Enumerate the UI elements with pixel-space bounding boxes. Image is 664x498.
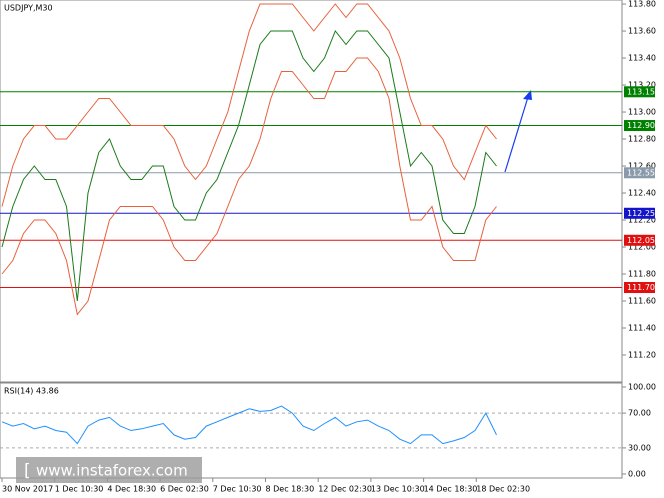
x-tick-label: 8 Dec 18:30 <box>266 485 315 494</box>
y-tick-label: 112.40 <box>628 189 656 198</box>
x-tick-label: 30 Nov 2017 <box>2 485 53 494</box>
watermark: [ www.instaforex.com <box>16 457 202 483</box>
watermark-text: www.instaforex.com <box>36 462 188 480</box>
main-panel <box>0 0 623 383</box>
level-label-bg <box>624 167 655 179</box>
y-tick-label: 112.00 <box>628 243 656 252</box>
level-label: 112.90 <box>627 121 655 130</box>
rsi-title: RSI(14) 43.86 <box>4 387 59 396</box>
level-label-bg <box>624 120 655 132</box>
x-tick-label: 4 Dec 18:30 <box>107 485 156 494</box>
series-line <box>1 30 497 302</box>
x-tick-label: 6 Dec 02:30 <box>160 485 209 494</box>
x-tick-label: 13 Dec 10:30 <box>371 485 425 494</box>
level-label-bg <box>624 207 655 219</box>
level-label: 112.55 <box>627 168 655 177</box>
y-tick-label: 70.00 <box>628 409 651 418</box>
y-tick-label: 113.20 <box>628 81 656 90</box>
y-tick-label: 111.40 <box>628 324 656 333</box>
level-label-bg <box>624 234 655 246</box>
watermark-bracket: [ <box>24 461 31 481</box>
y-tick-label: 100.00 <box>628 383 656 392</box>
x-tick-label: 14 Dec 18:30 <box>424 485 478 494</box>
series-line <box>1 3 497 207</box>
y-tick-label: 30.00 <box>628 443 651 452</box>
y-tick-label: 111.80 <box>628 270 656 279</box>
y-tick-label: 112.20 <box>628 216 656 225</box>
y-tick-label: 113.00 <box>628 108 656 117</box>
x-tick-label: 12 Dec 02:30 <box>318 485 372 494</box>
y-tick-label: 111.60 <box>628 297 656 306</box>
y-tick-label: 113.60 <box>628 27 656 36</box>
chart-title: USDJPY,M30 <box>4 4 53 13</box>
y-tick-label: 112.80 <box>628 135 656 144</box>
level-label-bg <box>624 282 655 294</box>
level-label: 111.70 <box>627 283 655 292</box>
series-line <box>1 405 497 445</box>
level-label: 112.05 <box>627 236 655 245</box>
level-label: 112.25 <box>627 209 655 218</box>
y-tick-label: 0.00 <box>628 470 646 479</box>
series-line <box>1 57 497 316</box>
y-tick-label: 112.60 <box>628 162 656 171</box>
y-tick-label: 111.20 <box>628 351 656 360</box>
level-label: 113.15 <box>627 87 655 96</box>
x-tick-label: 7 Dec 10:30 <box>213 485 262 494</box>
arrow-head <box>523 90 532 100</box>
x-tick-label: 1 Dec 10:30 <box>55 485 104 494</box>
forecast-arrow <box>504 96 529 173</box>
watermark-bg <box>16 457 202 483</box>
level-label-bg <box>624 86 655 98</box>
x-tick-label: 18 Dec 02:30 <box>476 485 530 494</box>
y-tick-label: 113.80 <box>628 0 656 9</box>
y-tick-label: 113.40 <box>628 54 656 63</box>
